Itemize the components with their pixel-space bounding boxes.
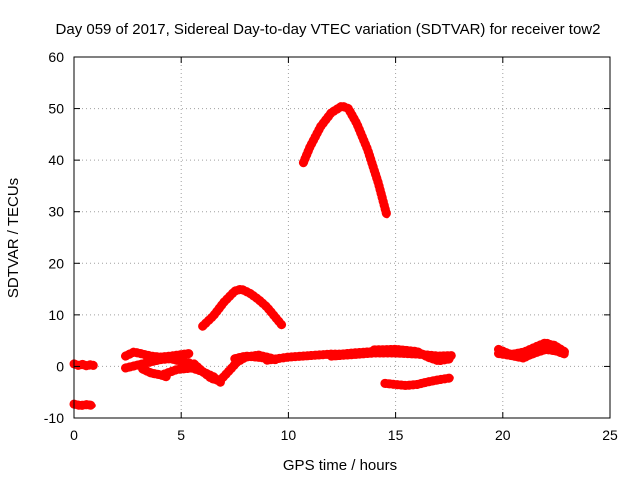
series-markers (380, 373, 456, 390)
series-markers (509, 338, 561, 359)
x-tick-label: 25 (602, 427, 618, 443)
series-markers (298, 101, 392, 221)
y-tick-label: 60 (48, 49, 64, 65)
series-markers (198, 284, 287, 331)
x-tick-label: 0 (70, 427, 78, 443)
series-arc-08 (198, 284, 287, 331)
y-tick-label: 30 (48, 204, 64, 220)
series-arc-13 (369, 344, 456, 366)
y-tick-label: -10 (44, 410, 64, 426)
series-arc-17 (509, 338, 561, 359)
x-axis-title: GPS time / hours (283, 457, 397, 474)
x-tick-label: 20 (495, 427, 511, 443)
y-tick-label: 10 (48, 307, 64, 323)
series-markers (69, 359, 98, 371)
y-tick-label: 20 (48, 255, 64, 271)
chart-title: Day 059 of 2017, Sidereal Day-to-day VTE… (56, 21, 601, 38)
series-arc-11 (298, 101, 392, 221)
series-markers (121, 354, 197, 373)
series-markers (69, 399, 98, 411)
series-arc-02 (69, 399, 98, 411)
ticks: 0 5 10 15 20 25 -10 0 10 20 30 40 50 60 (44, 49, 618, 443)
series-arc-04 (121, 354, 197, 373)
x-tick-label: 5 (177, 427, 185, 443)
series-markers (369, 344, 456, 366)
series-arc-01 (69, 359, 98, 371)
plot-frame (73, 56, 611, 419)
x-tick-label: 10 (281, 427, 297, 443)
y-axis-title: SDTVAR / TECUs (5, 178, 22, 298)
y-tick-label: 0 (56, 358, 64, 374)
series-layer (69, 101, 570, 411)
x-tick-label: 15 (388, 427, 404, 443)
y-tick-label: 50 (48, 101, 64, 117)
series-arc-14 (380, 373, 456, 390)
y-tick-label: 40 (48, 152, 64, 168)
